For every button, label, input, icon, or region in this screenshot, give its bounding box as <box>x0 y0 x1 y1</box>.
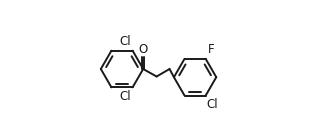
Text: F: F <box>208 43 215 56</box>
Text: Cl: Cl <box>120 90 131 103</box>
Text: Cl: Cl <box>120 35 131 48</box>
Text: O: O <box>139 43 148 56</box>
Text: Cl: Cl <box>207 98 218 111</box>
